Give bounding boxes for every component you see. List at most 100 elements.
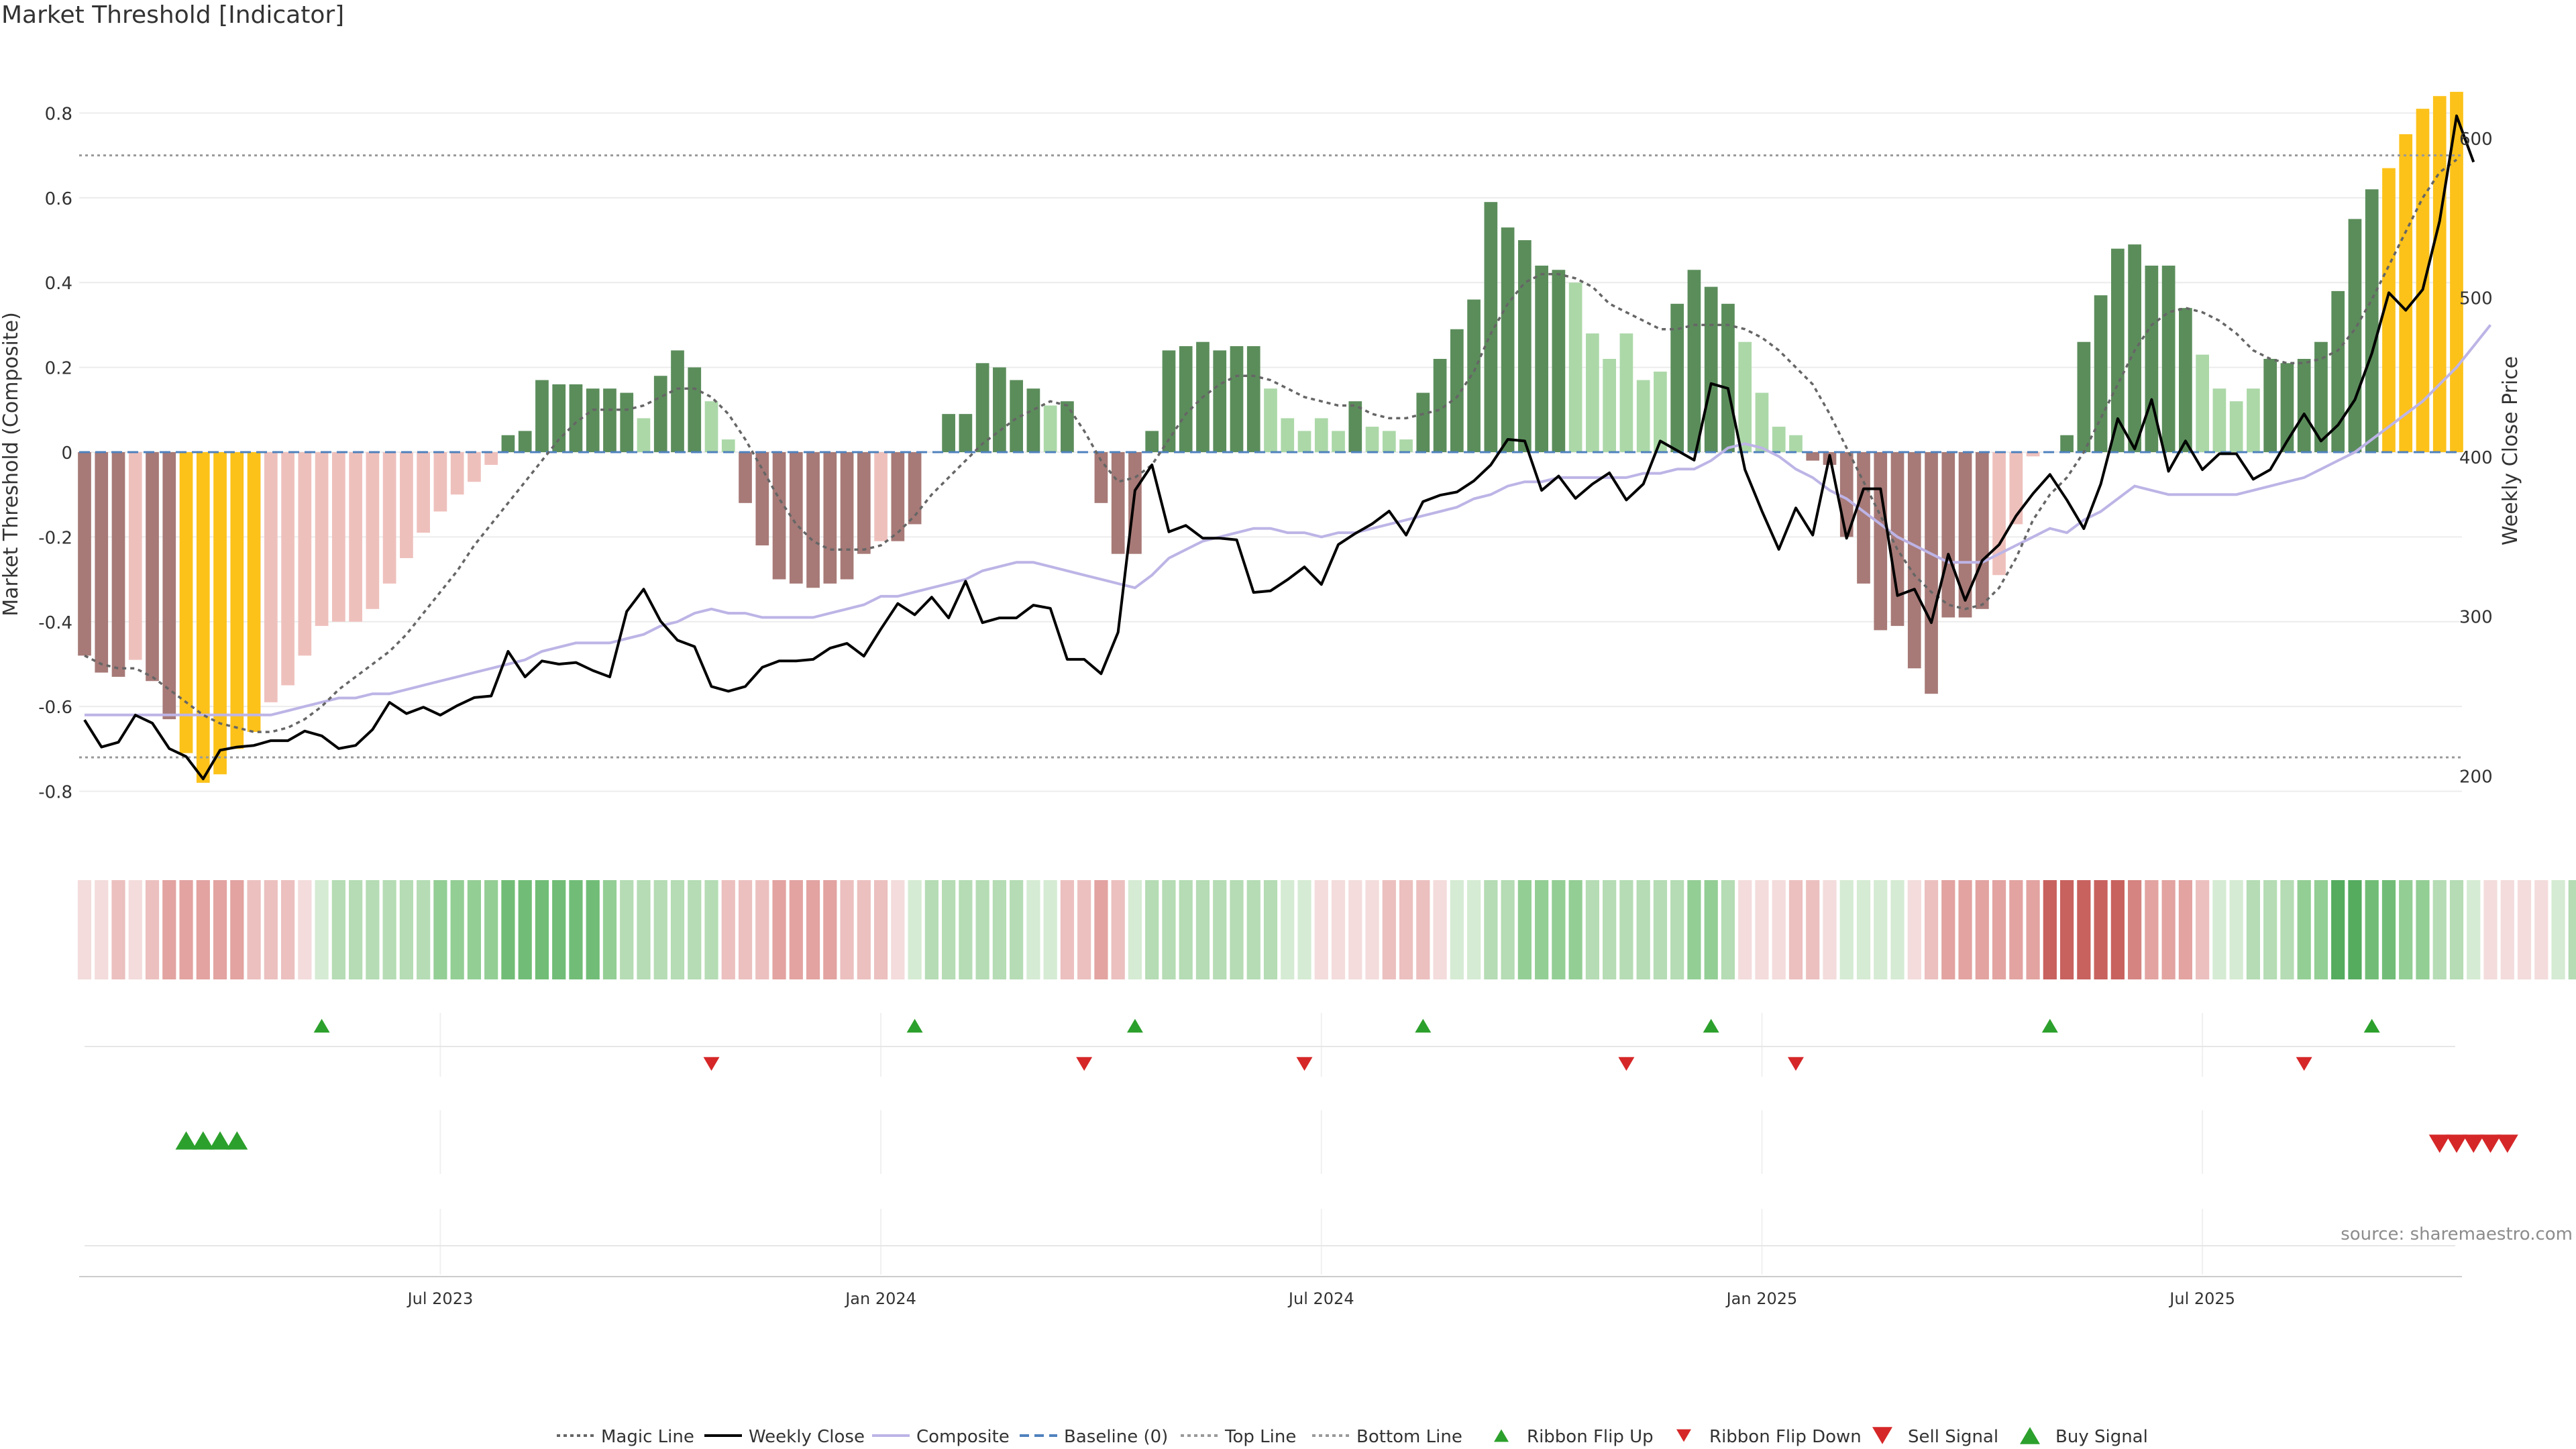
- ribbon-cell: [1890, 880, 1904, 979]
- ribbon-cell: [569, 880, 583, 979]
- ribbon-cell: [1382, 880, 1396, 979]
- composite-bar: [671, 350, 684, 452]
- legend-label: Sell Signal: [1908, 1427, 1998, 1447]
- ribbon-cell: [2297, 880, 2311, 979]
- ribbon-cell: [924, 880, 938, 979]
- composite-bar: [417, 452, 430, 533]
- ribbon-cell: [2110, 880, 2125, 979]
- magic-line: [84, 158, 2458, 733]
- buy-signal-marker: [226, 1131, 248, 1150]
- legend-swatch: [1872, 1427, 1892, 1444]
- composite-bar: [975, 363, 989, 452]
- ribbon-cell: [230, 880, 244, 979]
- composite-bar: [1162, 350, 1176, 452]
- composite-bar: [111, 452, 125, 677]
- composite-bar: [2077, 341, 2091, 452]
- axes-layer: -0.8 -0.6 -0.4 -0.2 0 0.2 0.4 0.6 0.8 200 300 400 50…: [38, 104, 2492, 1308]
- ribbon-cell: [1517, 880, 1532, 979]
- composite-bar: [1348, 401, 1362, 452]
- composite-bar: [366, 452, 380, 609]
- ribbon-cell: [806, 880, 820, 979]
- composite-bar: [2009, 452, 2023, 525]
- ribbon-cell: [2483, 880, 2498, 979]
- composite-bar: [823, 452, 837, 584]
- ribbon-cell: [738, 880, 753, 979]
- y-tick-label: -0.2: [38, 528, 72, 548]
- ribbon-cell: [2534, 880, 2548, 979]
- ribbon-layer: [77, 880, 2576, 979]
- composite-bar: [501, 435, 515, 452]
- ribbon-cell: [77, 880, 92, 979]
- ribbon-cell: [1162, 880, 1176, 979]
- ribbon-cell: [1704, 880, 1718, 979]
- composite-bar: [2060, 435, 2074, 452]
- composite-bar: [213, 452, 227, 775]
- composite-bar: [1941, 452, 1955, 618]
- ribbon-cell: [2026, 880, 2040, 979]
- composite-bar: [1654, 371, 1667, 452]
- composite-bar: [1484, 202, 1498, 452]
- composite-bar: [1636, 380, 1650, 452]
- composite-bar: [1806, 452, 1820, 461]
- composite-bar: [789, 452, 803, 584]
- composite-bar: [298, 452, 312, 656]
- x-tick-label: Jul 2023: [407, 1289, 474, 1308]
- ribbon-cell: [975, 880, 989, 979]
- ribbon-cell: [331, 880, 345, 979]
- ribbon-cell: [2263, 880, 2277, 979]
- composite-bar: [1738, 341, 1752, 452]
- ribbon-cell: [2280, 880, 2294, 979]
- grid-layer: [79, 112, 2462, 1275]
- ribbon-cell: [2365, 880, 2379, 979]
- composite-bar: [2331, 290, 2345, 452]
- ribbon-cell: [1806, 880, 1820, 979]
- ribbon-cell: [1975, 880, 1989, 979]
- ribbon-cell: [1060, 880, 1075, 979]
- composite-bar: [857, 452, 871, 554]
- ribbon-cell: [1450, 880, 1464, 979]
- legend-label: Buy Signal: [2055, 1427, 2148, 1447]
- composite-bar: [739, 452, 752, 503]
- y-tick-label: 0.2: [45, 359, 72, 379]
- composite-bar: [908, 452, 922, 525]
- ribbon-cell: [1195, 880, 1210, 979]
- ribbon-cell: [518, 880, 532, 979]
- source-note: source: sharemaestro.com: [2341, 1224, 2573, 1244]
- ribbon-cell: [1399, 880, 1413, 979]
- composite-bar: [1026, 388, 1040, 452]
- ribbon-cell: [417, 880, 431, 979]
- ribbon-cell: [1856, 880, 1871, 979]
- legend-label: Top Line: [1224, 1427, 1296, 1447]
- ribbon-cell: [315, 880, 329, 979]
- ribbon-cell: [1331, 880, 1346, 979]
- legend-label: Weekly Close: [749, 1427, 865, 1447]
- composite-bar: [1755, 392, 1769, 452]
- composite-bar: [1111, 452, 1125, 554]
- ribbon-flip-up-marker: [313, 1018, 330, 1033]
- ribbon-cell: [1619, 880, 1633, 979]
- composite-bar: [603, 388, 616, 452]
- composite-bar: [162, 452, 176, 720]
- ribbon-cell: [2467, 880, 2481, 979]
- composite-bar: [349, 452, 362, 622]
- ribbon-cell: [602, 880, 617, 979]
- ribbon-cell: [399, 880, 413, 979]
- ribbon-cell: [535, 880, 549, 979]
- composite-bar: [196, 452, 210, 783]
- ribbon-cell: [1026, 880, 1040, 979]
- composite-bar: [484, 452, 498, 465]
- sell-signal-marker: [2496, 1134, 2518, 1153]
- composite-bar: [552, 384, 566, 452]
- composite-bar: [1382, 431, 1396, 452]
- composite-bar: [1975, 452, 1989, 609]
- composite-bar: [1179, 346, 1193, 452]
- y-tick-label: 0.6: [45, 189, 72, 209]
- composite-bar: [332, 452, 345, 622]
- ribbon-cell: [467, 880, 482, 979]
- composite-bar: [942, 414, 955, 452]
- ribbon-cell: [704, 880, 718, 979]
- composite-bar: [840, 452, 854, 580]
- ribbon-cell: [755, 880, 769, 979]
- ribbon-cell: [2094, 880, 2108, 979]
